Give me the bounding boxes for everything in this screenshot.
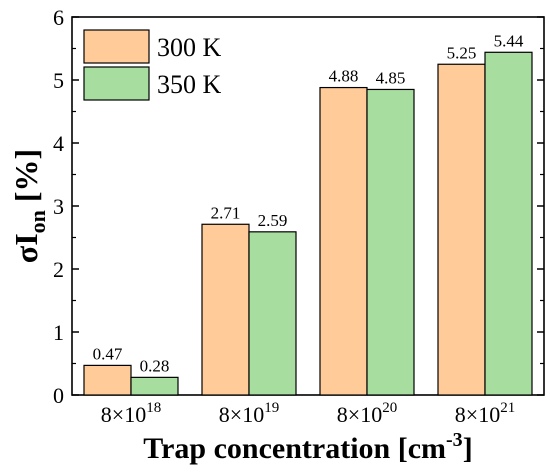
x-tick-label: 8×1018 [101,400,161,427]
legend-swatch [83,66,150,101]
y-tick-label: 4 [53,131,64,156]
bar [437,63,486,396]
bar-value-label: 2.59 [258,211,288,230]
y-axis-title: σIon [%] [8,149,50,263]
x-tick-label-exponent: 21 [500,400,515,416]
bar [201,223,250,396]
x-tick-label-exponent: 19 [264,400,279,416]
bar-value-label: 0.28 [140,356,170,375]
bar [366,88,415,396]
bar-value-label: 4.85 [376,68,406,87]
bar-value-label: 0.47 [93,344,123,363]
y-tick-label: 6 [53,5,64,30]
x-axis-title: Trap concentration [cm-3] [143,429,472,465]
bar-value-label: 5.44 [494,31,524,50]
x-axis-title-end: ] [463,432,473,465]
legend-label: 350 K [157,70,222,99]
x-axis-title-superscript: -3 [446,429,463,451]
y-tick-label: 3 [53,194,64,219]
y-tick-label: 0 [53,383,64,408]
bar [130,376,179,396]
bar-value-label: 2.71 [211,203,241,222]
y-axis-title-main: σI [8,233,44,263]
bar-value-label: 4.88 [329,67,359,86]
x-tick-label-base: 8×10 [219,402,264,427]
y-tick-label: 2 [53,257,64,282]
bars [83,51,533,396]
x-tick-label-base: 8×10 [455,402,500,427]
bar [484,51,533,396]
legend-label: 300 K [157,33,222,62]
y-axis-title-unit: [%] [8,149,44,210]
x-tick-label-base: 8×10 [337,402,382,427]
y-tick-label: 5 [53,68,64,93]
x-tick-label-exponent: 18 [146,400,161,416]
y-tick-label: 1 [53,320,64,345]
y-axis: 0 1 2 3 4 5 6 [53,5,544,408]
bar [248,231,297,396]
y-axis-title-subscript: on [25,210,50,233]
x-tick-label: 8×1021 [455,400,515,427]
x-axis-title-main: Trap concentration [cm [143,432,446,465]
x-tick-label: 8×1019 [219,400,279,427]
legend: 300 K 350 K [83,29,222,101]
x-tick-label: 8×1020 [337,400,397,427]
bar [83,364,132,396]
bar [319,86,368,396]
x-tick-label-exponent: 20 [382,400,397,416]
x-axis: 8×1018 8×1019 8×1020 8×1021 [101,388,515,427]
legend-swatch [83,29,150,64]
bar-value-label: 5.25 [447,43,477,62]
x-tick-label-base: 8×10 [101,402,146,427]
data-labels: 0.47 0.28 2.71 2.59 4.88 4.85 5.25 5.44 [93,31,524,375]
